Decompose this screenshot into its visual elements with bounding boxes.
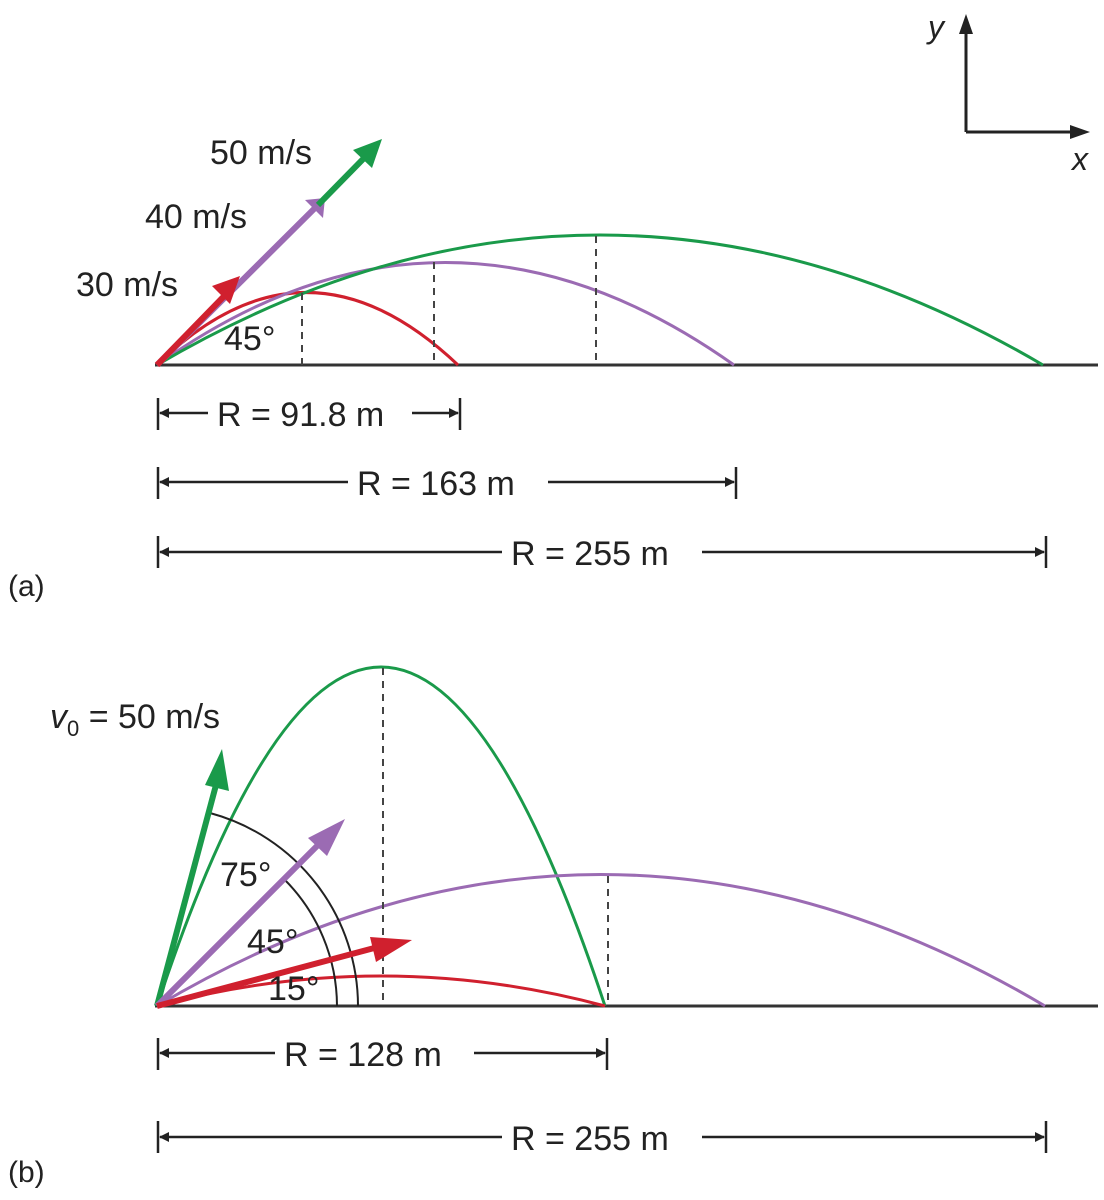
panel-a: 50 m/s 40 m/s 30 m/s 45° R = 91.8 m R = … [8,134,1098,603]
range-dimension-91-8: R = 91.8 m [156,396,462,434]
angle-arc-75deg [209,812,359,1007]
panel-label-a: (a) [8,570,45,603]
trajectory-30ms [155,291,460,367]
x-axis-arrowhead [1070,125,1090,139]
speed-label-40ms: 40 m/s [145,198,247,236]
v0-symbol: v [50,698,69,736]
panel-label-b: (b) [8,1156,45,1189]
velocity-arrowhead-15deg [370,937,412,962]
range-dimension-255-b: R = 255 m [156,1120,1048,1158]
angle-label-75deg: 75° [220,856,271,894]
velocity-arrowhead-75deg [205,749,229,791]
velocity-vector-50ms [315,149,373,208]
velocity-vector-45deg [154,840,323,1009]
velocity-arrowhead-30ms [212,276,240,304]
angle-label-45deg: 45° [247,923,298,961]
range-label-255-b: R = 255 m [511,1120,669,1158]
speed-label-30ms: 30 m/s [76,266,178,304]
launch-angle-label-a: 45° [224,320,275,358]
range-label-255-a: R = 255 m [511,535,669,573]
v0-subscript: 0 [67,716,79,741]
angle-label-15deg: 15° [268,970,319,1008]
velocity-vector-75deg [154,784,219,1007]
initial-speed-label: v0 = 50 m/s [50,698,220,741]
trajectory-45deg [156,873,1046,1008]
range-dimension-255-a: R = 255 m [156,535,1048,573]
range-dimension-128: R = 128 m [156,1036,609,1074]
angle-arc-45deg [283,878,338,1007]
range-label-91-8: R = 91.8 m [217,396,384,434]
panel-b: v0 = 50 m/s 75° 45° 15° R = 128 m R = 25… [8,665,1098,1189]
range-label-163: R = 163 m [357,465,515,503]
x-axis-label: x [1070,141,1089,177]
trajectory-40ms [156,261,735,367]
velocity-arrowhead-45deg [308,819,345,856]
y-axis-arrowhead [959,14,973,34]
coordinate-axes: y x [926,9,1090,177]
velocity-vector-30ms [154,285,235,368]
speed-label-50ms: 50 m/s [210,134,312,172]
range-label-128: R = 128 m [284,1036,442,1074]
trajectory-75deg [155,665,607,1007]
range-dimension-163: R = 163 m [156,465,738,503]
v0-value: = 50 m/s [79,698,220,736]
velocity-arrowhead-50ms [353,139,382,168]
trajectory-50ms [156,233,1044,367]
velocity-vector-15deg [156,944,379,1009]
y-axis-label: y [926,9,946,45]
